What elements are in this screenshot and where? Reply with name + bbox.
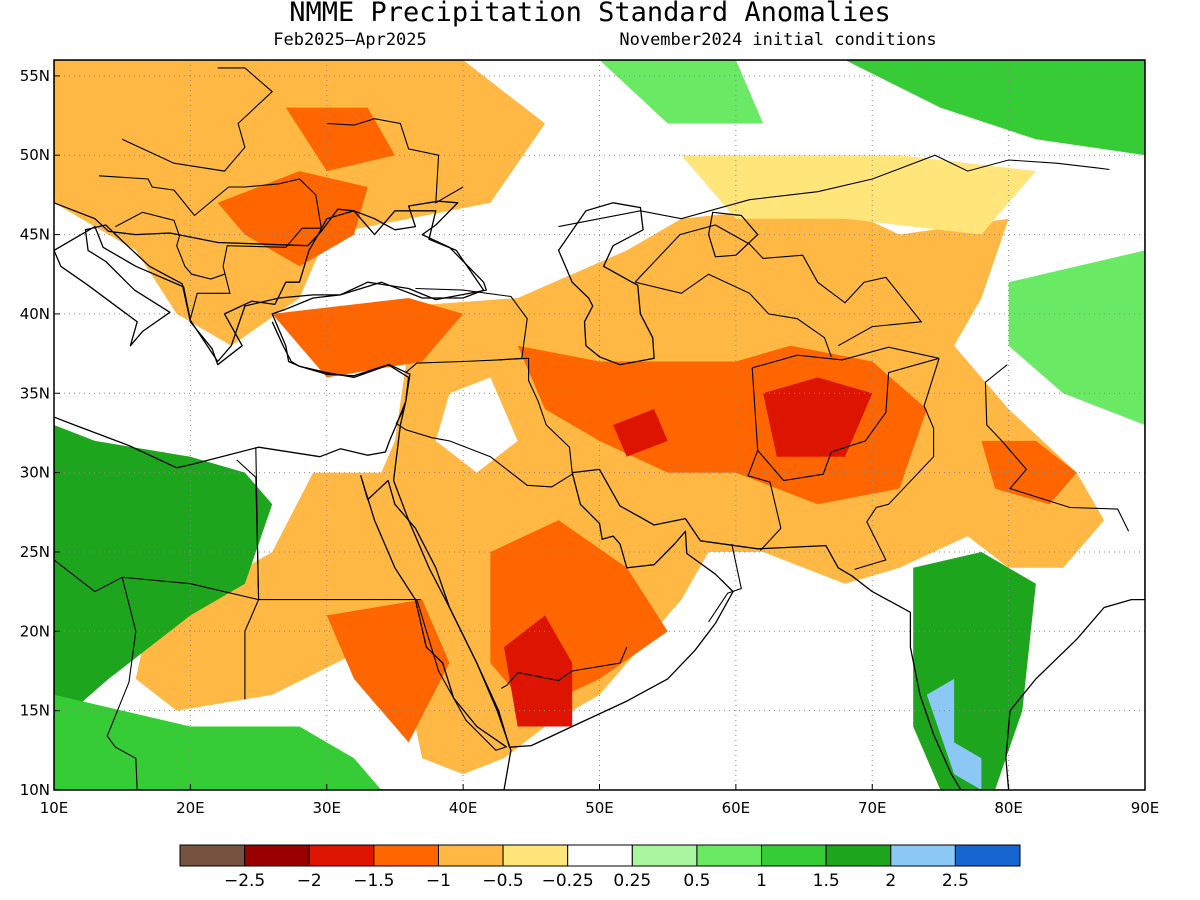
colorbar-label: −2.5	[224, 871, 265, 891]
country-border	[501, 646, 628, 689]
longitude-tick-label: 10E	[40, 799, 69, 817]
country-border	[984, 364, 1130, 532]
colorbar-label: −1.5	[353, 871, 394, 891]
longitude-axis: 10E 20E 30E 40E 50E 60E 70E 80E 90E	[40, 784, 1160, 817]
colorbar-label: −0.5	[482, 871, 523, 891]
coastlines-and-borders	[54, 60, 1145, 790]
country-border	[757, 357, 940, 482]
longitude-tick-label: 80E	[994, 799, 1023, 817]
country-border	[54, 559, 123, 593]
colorbar-swatch	[244, 844, 310, 867]
latitude-tick-label: 50N	[20, 146, 50, 164]
country-border	[405, 287, 528, 374]
anomaly-region-siberia-green	[845, 60, 1145, 156]
colorbar-label: 1.5	[813, 871, 840, 891]
colorbar-label: −2	[297, 871, 322, 891]
anomaly-region-iran-afg-max	[763, 377, 873, 457]
anomaly-region-yemen-max	[504, 615, 573, 727]
latitude-axis: 55N 50N 45N 40N 35N 30N 25N 20N 15N 10N	[20, 67, 60, 799]
latitude-tick-label: 55N	[20, 67, 50, 85]
latitude-tick-label: 25N	[20, 543, 50, 561]
map-title: NMME Precipitation Standard Anomalies	[289, 0, 890, 28]
latitude-tick-label: 15N	[20, 702, 50, 720]
colorbar-swatch	[696, 844, 763, 867]
map-subtitle-season: Feb2025–Apr2025	[273, 30, 427, 50]
coastline	[54, 321, 512, 790]
country-border	[558, 154, 1110, 228]
colorbar-label: −0.25	[542, 871, 594, 891]
country-border	[236, 459, 260, 600]
longitude-tick-label: 40E	[449, 799, 478, 817]
longitude-tick-label: 60E	[722, 799, 751, 817]
latitude-tick-label: 30N	[20, 464, 50, 482]
anomaly-region-north-central	[285, 107, 395, 172]
country-border	[416, 599, 506, 751]
country-border	[122, 576, 259, 601]
aral-sea-coastline	[707, 211, 759, 258]
country-border	[634, 224, 923, 347]
colorbar-swatch	[631, 844, 698, 867]
latitude-tick-label: 20N	[20, 622, 50, 640]
country-border	[115, 211, 225, 280]
longitude-tick-label: 30E	[312, 799, 341, 817]
colorbar-label: 0.5	[683, 871, 710, 891]
colorbar-swatch	[890, 844, 956, 867]
colorbar-swatch	[179, 844, 246, 867]
anomaly-region-russia-north-green	[599, 60, 764, 124]
colorbar-swatch	[825, 844, 892, 867]
colorbar-swatch	[954, 844, 1021, 867]
colorbar-swatch	[761, 844, 827, 867]
country-border	[752, 346, 940, 369]
longitude-tick-label: 70E	[858, 799, 887, 817]
country-border	[98, 175, 229, 217]
anomaly-region-chad-green-core	[94, 472, 177, 552]
latitude-tick-label: 40N	[20, 305, 50, 323]
country-border	[395, 410, 573, 488]
country-border	[708, 543, 742, 623]
anomaly-region-tibet-green	[1008, 250, 1145, 425]
colorbar-swatch	[567, 844, 633, 867]
anomaly-region-iraq-white	[435, 377, 518, 473]
country-border	[634, 273, 832, 357]
anomaly-region-iran-west-max	[613, 409, 668, 457]
anomaly-region-europe-core	[217, 171, 368, 267]
country-border	[106, 577, 138, 790]
colorbar-label: 0.25	[613, 871, 651, 891]
latitude-tick-label: 10N	[20, 781, 50, 799]
anomaly-region-sudan-core	[326, 599, 450, 743]
colorbar-swatch	[502, 844, 569, 867]
coastline	[54, 210, 485, 366]
colorbar-legend: −2.5 −2 −1.5 −1 −0.5 −0.25 0.25 0.5 1 1.5 2 2.5	[179, 844, 1021, 891]
country-border	[854, 358, 940, 570]
latitude-tick-label: 35N	[20, 384, 50, 402]
country-border	[121, 67, 274, 172]
country-border	[189, 178, 322, 319]
coastline	[54, 60, 1145, 790]
anomaly-region-turkey-core	[272, 298, 464, 378]
anomaly-region-kazakh	[681, 155, 1036, 235]
anomaly-region-india-blue	[926, 678, 982, 790]
latitude-tick-label: 45N	[20, 226, 50, 244]
country-border	[497, 357, 573, 473]
colorbar-label: 2	[885, 871, 896, 891]
colorbar-swatch	[373, 844, 439, 867]
colorbar-label: −1	[426, 871, 451, 891]
map-plot-area	[54, 60, 1145, 790]
country-border	[326, 118, 464, 204]
colorbar-label: 2.5	[942, 871, 969, 891]
colorbar-swatch	[308, 844, 375, 867]
longitude-tick-label: 50E	[585, 799, 614, 817]
map-subtitle-initial-conditions: November2024 initial conditions	[619, 30, 936, 50]
longitude-tick-label: 20E	[176, 799, 205, 817]
map-gridlines	[54, 60, 1145, 790]
colorbar-swatch	[437, 844, 504, 867]
country-border	[747, 367, 782, 551]
longitude-tick-label: 90E	[1131, 799, 1160, 817]
colorbar-label: 1	[756, 871, 767, 891]
